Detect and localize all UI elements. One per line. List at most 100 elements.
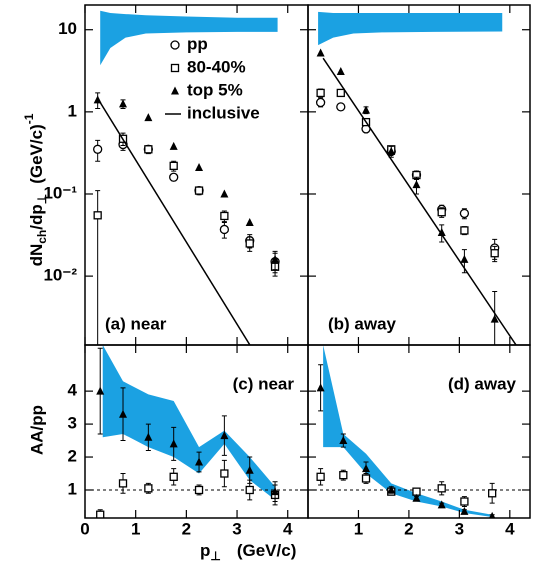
marker-square	[245, 239, 254, 248]
marker-square	[316, 472, 325, 481]
legend-label: pp	[187, 34, 208, 53]
y-tick-label: 2	[68, 447, 77, 466]
legend-swatch	[171, 86, 179, 95]
y-tick-label: 10	[58, 19, 77, 38]
x-tick-label: 3	[455, 519, 464, 538]
marker-square	[460, 497, 469, 506]
marker-triangle	[245, 465, 254, 474]
inclusive-line	[322, 57, 517, 345]
marker-triangle	[119, 409, 128, 418]
x-tick-label: 0	[80, 519, 89, 538]
y-tick-label: 10⁻¹	[43, 183, 77, 202]
band	[102, 345, 276, 500]
y-tick-label: 1	[68, 479, 77, 498]
legend-label: 80-40%	[187, 57, 246, 76]
marker-square	[361, 474, 371, 483]
legend-swatch	[170, 40, 180, 50]
marker-square	[194, 186, 204, 195]
x-tick-label: 1	[354, 519, 363, 538]
marker-triangle	[93, 95, 102, 104]
marker-square	[490, 249, 499, 258]
marker-triangle	[437, 500, 446, 509]
legend-swatch	[170, 63, 180, 73]
marker-triangle	[460, 506, 469, 515]
panel-frame	[84, 4, 309, 346]
marker-circle	[336, 102, 346, 112]
marker-square	[194, 485, 204, 495]
marker-triangle	[387, 485, 396, 494]
marker-triangle	[220, 189, 229, 198]
x-axis-label: p⊥ (GeV/c)	[200, 541, 296, 563]
marker-triangle	[220, 431, 229, 440]
band	[323, 345, 493, 518]
x-tick-label: 4	[283, 519, 293, 538]
marker-triangle	[144, 432, 153, 441]
marker-triangle	[96, 386, 105, 395]
marker-square	[437, 484, 446, 493]
inclusive-line	[99, 102, 251, 345]
ylabel-part: -1	[22, 113, 36, 124]
marker-square	[245, 485, 254, 495]
panel-frame	[307, 344, 531, 519]
ylabel-part: dN	[27, 244, 46, 267]
xlabel-part: p	[200, 541, 210, 560]
ylabel-part: (GeV/c)	[27, 124, 46, 184]
x-tick-label: 2	[404, 519, 413, 538]
panel	[308, 345, 530, 518]
band	[100, 10, 278, 66]
marker-square	[169, 472, 178, 481]
x-tick-label: 3	[232, 519, 241, 538]
marker-square	[220, 469, 229, 478]
marker-circle	[315, 97, 326, 108]
marker-triangle	[169, 439, 178, 448]
panel-label: (a) near	[105, 314, 167, 333]
marker-square	[118, 479, 128, 488]
marker-square	[220, 211, 229, 221]
marker-triangle	[490, 314, 499, 323]
marker-triangle	[336, 66, 345, 75]
marker-triangle	[489, 511, 496, 518]
panel-label: (b) away	[328, 314, 397, 333]
marker-triangle	[412, 493, 421, 502]
panel	[85, 345, 308, 518]
marker-triangle	[412, 180, 421, 189]
marker-square	[460, 226, 469, 235]
y-tick-label: 3	[68, 414, 77, 433]
x-tick-label: 4	[505, 519, 515, 538]
marker-circle	[169, 172, 179, 182]
ylabel-part: ch	[35, 230, 49, 244]
ylabel-part: ⊥	[35, 194, 49, 204]
x-tick-label: 1	[131, 519, 140, 538]
marker-triangle	[362, 105, 371, 114]
marker-triangle	[119, 99, 128, 108]
marker-circle	[219, 224, 230, 235]
marker-triangle	[169, 141, 178, 150]
marker-square	[169, 161, 178, 171]
marker-triangle	[271, 254, 280, 263]
marker-triangle	[271, 487, 280, 496]
y-axis-label-top: dNch/dp⊥ (GeV/c)-1	[22, 113, 49, 266]
x-tick-label: 2	[182, 519, 191, 538]
marker-square	[144, 145, 153, 154]
xlabel-part: (GeV/c)	[237, 541, 297, 560]
marker-circle	[93, 144, 103, 154]
marker-square	[339, 471, 348, 480]
xlabel-part: ⊥	[210, 549, 220, 563]
marker-triangle	[195, 457, 204, 466]
panel	[315, 11, 517, 345]
marker-triangle	[339, 436, 348, 445]
y-tick-label: 10⁻²	[43, 266, 77, 285]
marker-triangle	[387, 146, 396, 155]
marker-triangle	[460, 254, 469, 263]
panel-label: (d) away	[448, 374, 517, 393]
marker-triangle	[437, 227, 446, 236]
ylabel-part: /dp	[27, 204, 46, 230]
marker-triangle	[316, 48, 325, 57]
y-axis-label-bottom: AA/pp	[27, 405, 46, 455]
panel-label: (c) near	[233, 374, 295, 393]
panel	[93, 10, 280, 345]
marker-square	[96, 510, 105, 518]
marker-triangle	[316, 383, 325, 392]
band	[318, 11, 503, 46]
